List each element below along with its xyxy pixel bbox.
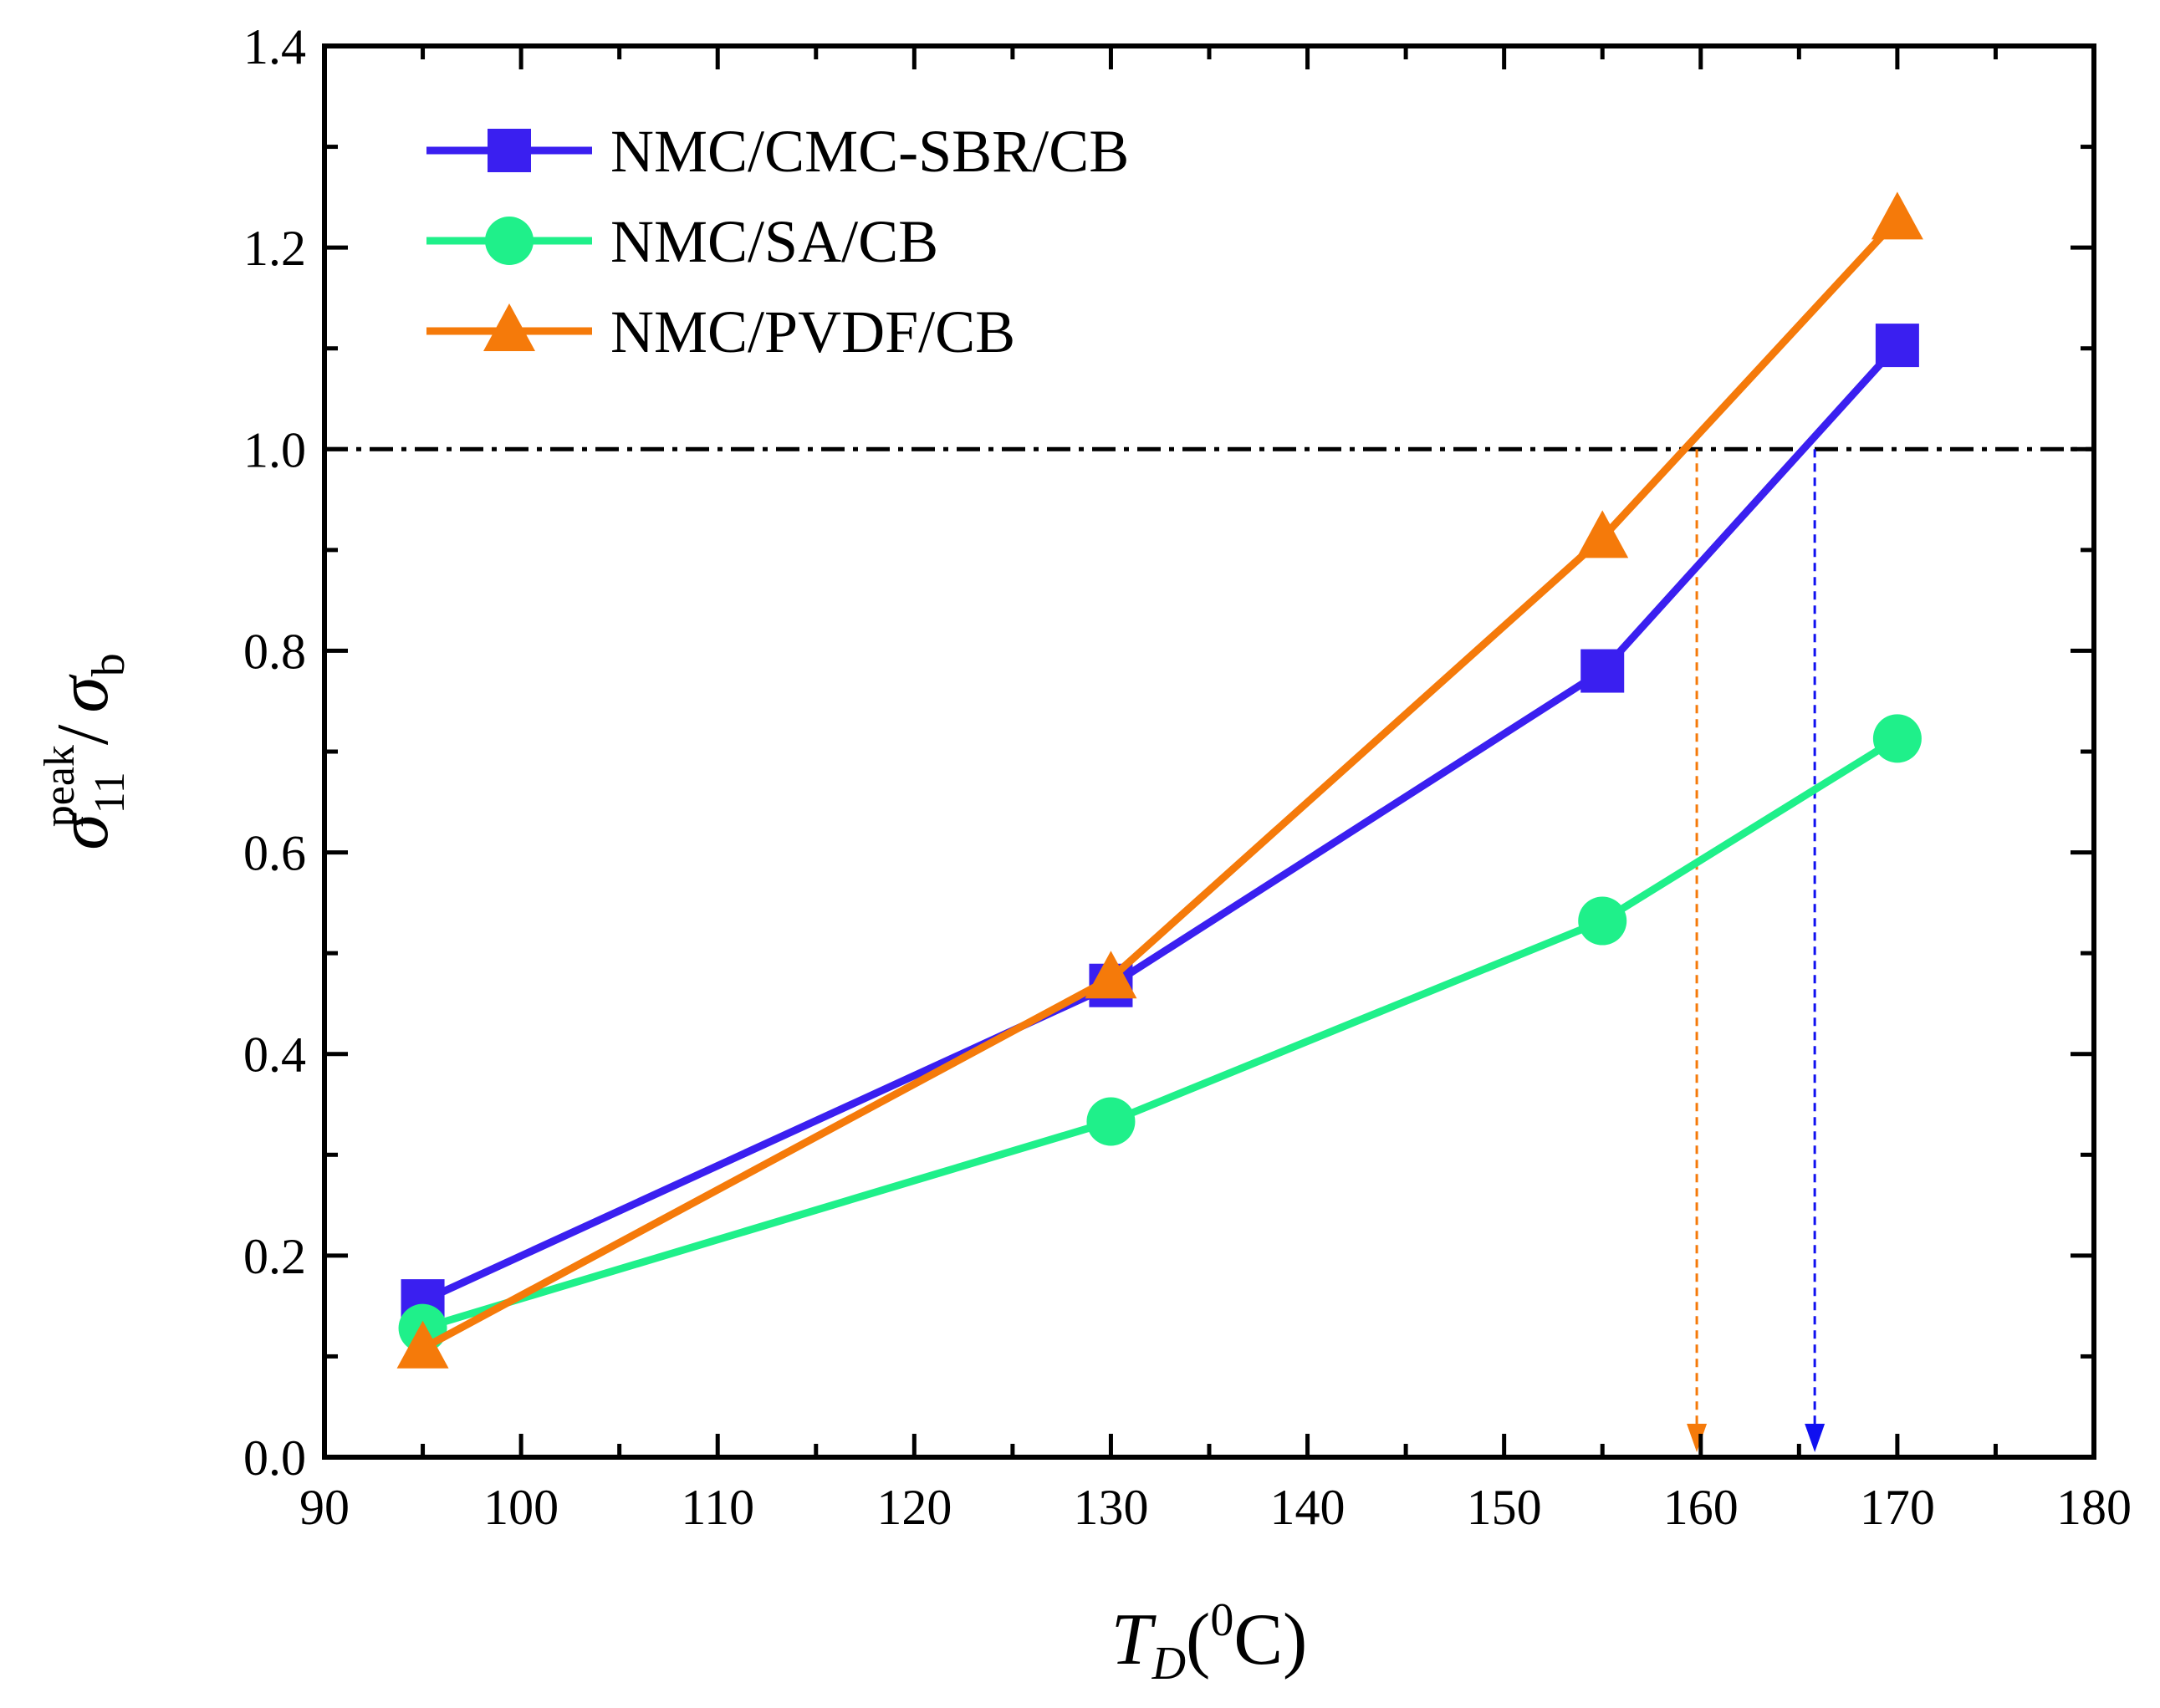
legend-item-1: NMC/CMC-SBR/CB — [426, 118, 1129, 185]
series-line-1 — [421, 343, 1901, 1305]
x-tick-label: 90 — [299, 1480, 350, 1535]
x-tick-label: 120 — [876, 1480, 952, 1535]
series-line-2 — [421, 735, 1900, 1332]
legend-label: NMC/SA/CB — [610, 208, 938, 275]
y-tick-label: 1.0 — [243, 422, 306, 477]
legend-marker — [483, 303, 535, 351]
x-tick-label: 100 — [483, 1480, 559, 1535]
axis-layer: 90 100 110 120 130 140 150 160 170 180 0.0 0.2 0.4 0.… — [243, 19, 2132, 1535]
y-tick-label: 0.2 — [243, 1229, 306, 1284]
data-point-3-3 — [1576, 510, 1629, 558]
x-tick-label: 180 — [2056, 1480, 2132, 1535]
x-tick-label: 160 — [1663, 1480, 1739, 1535]
legend-label: NMC/CMC-SBR/CB — [610, 118, 1129, 185]
legend-item-2: NMC/SA/CB — [426, 208, 938, 275]
legend: NMC/CMC-SBR/CB NMC/SA/CB NMC/PVDF/CB — [426, 118, 1129, 365]
y-tick-label: 0.8 — [243, 624, 306, 679]
y-tick-label: 1.2 — [243, 221, 306, 276]
series-1 — [401, 324, 1919, 1323]
series-3 — [396, 191, 1923, 1369]
y-tick-label: 1.4 — [243, 19, 306, 74]
reference-layer — [324, 446, 2094, 1452]
data-point-2-4 — [1872, 714, 1922, 763]
x-tick-label: 130 — [1073, 1480, 1148, 1535]
plot-frame — [322, 43, 2096, 1460]
legend-marker — [488, 129, 531, 172]
indicator-arrow-2 — [1805, 1424, 1826, 1452]
data-point-3-2 — [1085, 951, 1137, 999]
data-point-3-1 — [396, 1320, 449, 1369]
x-tick-label: 170 — [1860, 1480, 1935, 1535]
y-tick-label: 0.0 — [243, 1430, 306, 1486]
series-line-3 — [421, 217, 1901, 1352]
x-tick-label: 150 — [1467, 1480, 1542, 1535]
data-point-2-2 — [1086, 1097, 1136, 1146]
legend-item-3: NMC/PVDF/CB — [426, 298, 1015, 365]
y-axis-title: σ11peak/σb — [36, 653, 135, 850]
legend-label: NMC/PVDF/CB — [610, 298, 1015, 365]
data-point-1-3 — [1580, 649, 1625, 693]
data-point-1-4 — [1875, 324, 1919, 368]
x-axis-title: TD(0C) — [1111, 1594, 1308, 1690]
x-tick-label: 110 — [681, 1480, 754, 1535]
x-tick-label: 140 — [1270, 1480, 1346, 1535]
indicator-arrow-1 — [1687, 1424, 1708, 1452]
y-tick-label: 0.4 — [243, 1027, 306, 1083]
series-layer — [396, 191, 1923, 1369]
legend-marker — [485, 217, 534, 265]
y-tick-label: 0.6 — [243, 826, 306, 881]
data-point-2-3 — [1578, 896, 1627, 946]
series-2 — [398, 714, 1922, 1353]
data-point-3-4 — [1871, 191, 1923, 240]
